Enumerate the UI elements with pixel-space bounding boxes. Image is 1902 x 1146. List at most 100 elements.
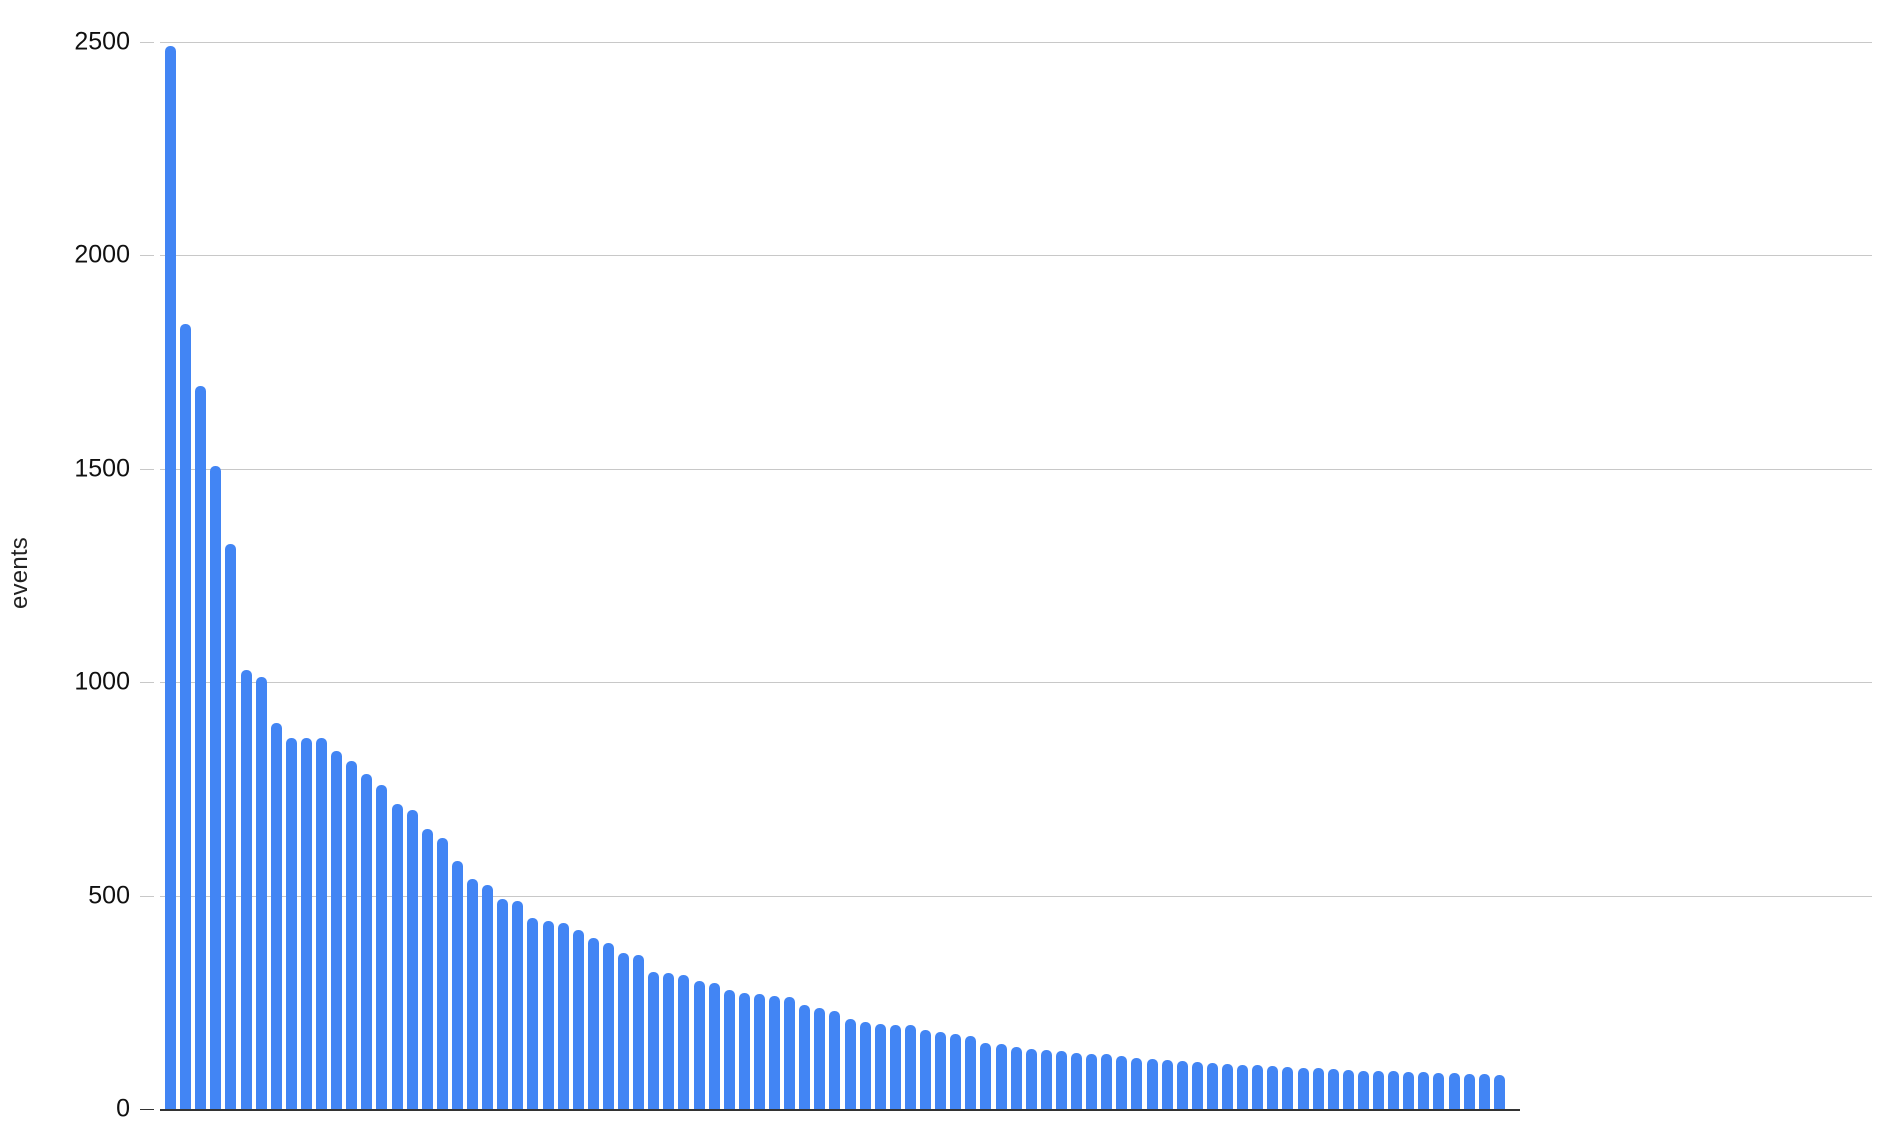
axis-baseline	[160, 1109, 1520, 1111]
bar[interactable]	[889, 1024, 901, 1109]
bar[interactable]	[1403, 1071, 1415, 1109]
bar[interactable]	[421, 829, 433, 1109]
bar[interactable]	[814, 1007, 826, 1109]
bars-group	[160, 42, 1530, 1109]
bar[interactable]	[225, 544, 237, 1109]
bar[interactable]	[1267, 1066, 1279, 1109]
bar[interactable]	[346, 761, 358, 1109]
bar[interactable]	[1146, 1058, 1158, 1109]
bar[interactable]	[1176, 1060, 1188, 1109]
bar[interactable]	[270, 723, 282, 1109]
bar[interactable]	[784, 997, 796, 1109]
bar[interactable]	[1040, 1050, 1052, 1109]
bar[interactable]	[527, 918, 539, 1109]
bar[interactable]	[436, 837, 448, 1109]
bar[interactable]	[904, 1025, 916, 1109]
bar[interactable]	[1282, 1067, 1294, 1109]
y-axis-tick-mark	[140, 42, 154, 43]
bar[interactable]	[618, 953, 629, 1109]
bar[interactable]	[180, 324, 192, 1109]
bar[interactable]	[1206, 1062, 1218, 1109]
bar[interactable]	[572, 929, 584, 1109]
bar[interactable]	[1025, 1049, 1037, 1109]
bar[interactable]	[799, 1005, 811, 1109]
bar[interactable]	[844, 1019, 856, 1109]
bar[interactable]	[497, 899, 509, 1109]
bar[interactable]	[935, 1032, 947, 1109]
bar[interactable]	[406, 810, 418, 1109]
bar[interactable]	[1161, 1059, 1173, 1109]
bar[interactable]	[1418, 1072, 1430, 1109]
bar[interactable]	[482, 884, 494, 1109]
bar[interactable]	[1478, 1074, 1490, 1109]
bar[interactable]	[1493, 1074, 1505, 1109]
bar[interactable]	[361, 773, 373, 1109]
bar[interactable]	[391, 804, 403, 1109]
bar[interactable]	[255, 677, 267, 1109]
bar[interactable]	[723, 989, 735, 1109]
bar[interactable]	[542, 921, 554, 1109]
bar[interactable]	[331, 750, 343, 1109]
bar[interactable]	[829, 1010, 841, 1109]
bar[interactable]	[980, 1042, 992, 1109]
bar[interactable]	[602, 942, 614, 1109]
bar[interactable]	[1086, 1053, 1098, 1109]
bar[interactable]	[300, 738, 312, 1109]
bar[interactable]	[240, 670, 252, 1109]
bar[interactable]	[1342, 1069, 1354, 1109]
bar[interactable]	[451, 861, 463, 1109]
bar[interactable]	[1131, 1057, 1143, 1109]
bar[interactable]	[648, 971, 660, 1109]
bar[interactable]	[1071, 1052, 1082, 1109]
bar[interactable]	[467, 879, 478, 1109]
y-axis-tick-label: 1500	[74, 454, 130, 483]
bar[interactable]	[693, 980, 705, 1109]
gridline	[160, 895, 1872, 897]
bar[interactable]	[738, 992, 750, 1109]
bar[interactable]	[1463, 1073, 1475, 1109]
bar[interactable]	[1237, 1065, 1249, 1109]
bar[interactable]	[316, 738, 327, 1109]
bar[interactable]	[663, 973, 675, 1109]
bar[interactable]	[965, 1035, 977, 1109]
bar[interactable]	[753, 993, 765, 1109]
bar[interactable]	[1297, 1068, 1309, 1109]
y-axis-tick-mark	[140, 1109, 154, 1110]
y-axis-tick-label: 2000	[74, 240, 130, 269]
bar[interactable]	[587, 938, 599, 1109]
bar[interactable]	[1101, 1054, 1113, 1109]
bar[interactable]	[1010, 1047, 1022, 1109]
bar[interactable]	[678, 974, 690, 1109]
bar[interactable]	[859, 1021, 871, 1109]
bar[interactable]	[633, 955, 645, 1109]
bar[interactable]	[557, 922, 569, 1109]
y-axis-tick-label: 2500	[74, 27, 130, 56]
bar[interactable]	[874, 1023, 886, 1109]
bar[interactable]	[1116, 1055, 1128, 1109]
bar[interactable]	[1252, 1065, 1264, 1109]
bar[interactable]	[1357, 1070, 1369, 1109]
bar[interactable]	[950, 1034, 962, 1109]
bar[interactable]	[769, 995, 780, 1109]
bar[interactable]	[920, 1030, 931, 1109]
bar[interactable]	[285, 738, 297, 1109]
bar[interactable]	[1388, 1071, 1400, 1109]
bar[interactable]	[995, 1044, 1007, 1109]
bar[interactable]	[1448, 1073, 1460, 1109]
bar[interactable]	[195, 386, 207, 1109]
gridline	[160, 682, 1872, 684]
bar[interactable]	[708, 983, 720, 1109]
bar[interactable]	[1055, 1051, 1067, 1109]
bar[interactable]	[376, 785, 388, 1109]
bar[interactable]	[210, 466, 222, 1109]
bar[interactable]	[1327, 1068, 1339, 1109]
bar[interactable]	[1433, 1072, 1445, 1109]
bar[interactable]	[1312, 1068, 1324, 1109]
bar[interactable]	[512, 901, 524, 1109]
bar[interactable]	[1222, 1064, 1233, 1109]
bar[interactable]	[1373, 1071, 1384, 1109]
bar[interactable]	[1191, 1062, 1203, 1109]
y-axis-tick-label: 500	[88, 881, 130, 910]
bar[interactable]	[165, 46, 176, 1109]
